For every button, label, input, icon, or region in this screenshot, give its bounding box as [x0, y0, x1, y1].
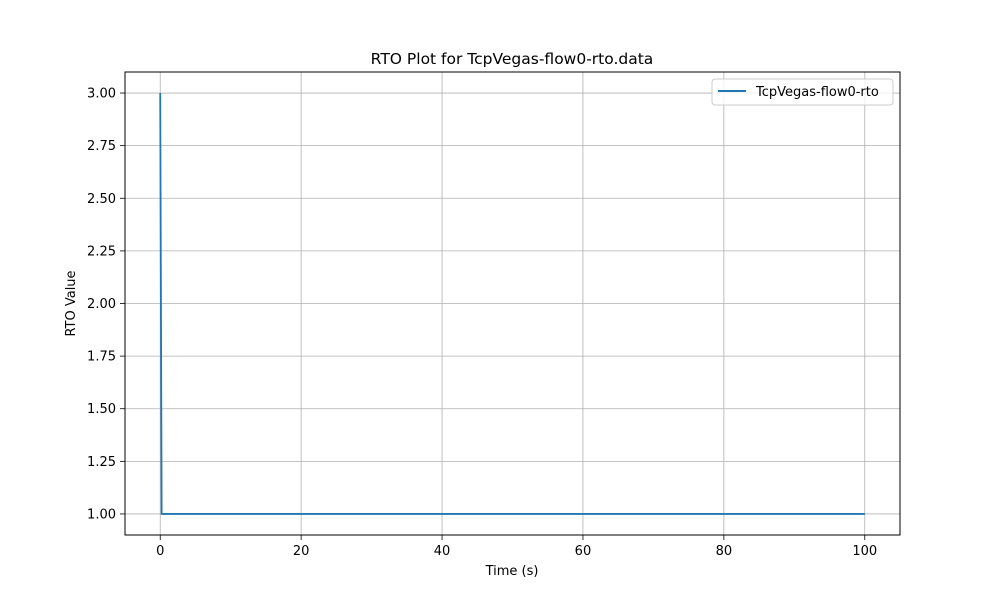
- y-tick-label: 2.50: [87, 192, 116, 207]
- y-tick-label: 2.00: [87, 297, 116, 312]
- y-axis: 1.00 1.25 1.50 1.75 2.00 2.25 2.50 2.75 3.00: [87, 87, 125, 522]
- y-axis-title: RTO Value: [64, 270, 79, 336]
- y-tick-label: 2.75: [87, 139, 116, 154]
- grid-lines: [125, 72, 900, 535]
- x-tick-label: 20: [293, 544, 310, 559]
- series-layer: [159, 93, 865, 515]
- y-tick-label: 2.25: [87, 244, 116, 259]
- x-tick-label: 0: [156, 544, 164, 559]
- y-tick-label: 1.50: [87, 402, 116, 417]
- x-axis: 0 20 40 60 80 100: [156, 535, 877, 559]
- series-line-tcpvegas-flow0-rto: [159, 93, 865, 515]
- x-axis-title: Time (s): [485, 564, 539, 579]
- legend-box: [711, 78, 894, 106]
- legend: TcpVegas-flow0-rto: [711, 78, 894, 106]
- x-tick-label: 40: [434, 544, 451, 559]
- legend-entry-label: TcpVegas-flow0-rto: [755, 85, 879, 100]
- y-tick-label: 1.25: [87, 455, 116, 470]
- y-tick-label: 1.00: [87, 507, 116, 522]
- chart-title: RTO Plot for TcpVegas-flow0-rto.data: [371, 50, 654, 68]
- y-tick-label: 1.75: [87, 350, 116, 365]
- x-tick-label: 60: [575, 544, 592, 559]
- x-tick-label: 100: [852, 544, 877, 559]
- x-tick-label: 80: [716, 544, 733, 559]
- y-tick-label: 3.00: [87, 87, 116, 102]
